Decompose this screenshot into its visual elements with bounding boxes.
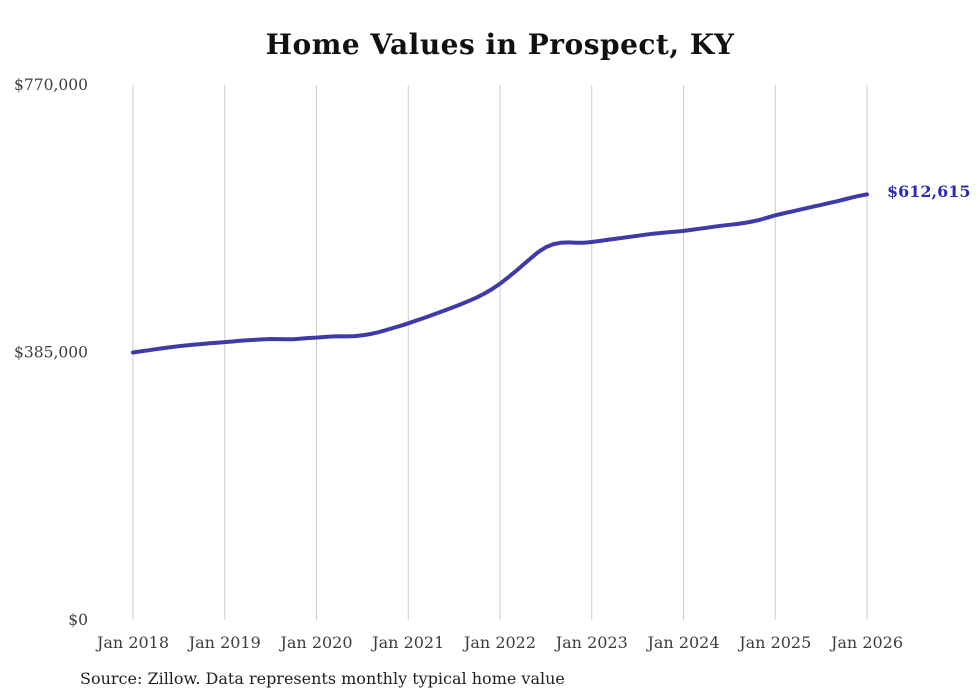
end-value-label: $612,615 (887, 182, 971, 202)
value-line (131, 192, 869, 355)
x-tick-label: Jan 2021 (370, 633, 444, 652)
x-tick-label: Jan 2018 (95, 633, 169, 652)
x-tick-label: Jan 2020 (278, 633, 352, 652)
x-tick-label: Jan 2025 (737, 633, 811, 652)
x-tick-label: Jan 2024 (645, 633, 719, 652)
x-tick-label: Jan 2023 (554, 633, 628, 652)
y-tick-label: $770,000 (14, 76, 88, 94)
x-tick-label: Jan 2026 (829, 633, 903, 652)
y-tick-label: $0 (68, 611, 88, 629)
x-tick-label: Jan 2022 (462, 633, 536, 652)
chart-title: Home Values in Prospect, KY (265, 28, 735, 61)
x-tick-label: Jan 2019 (187, 633, 261, 652)
source-note: Source: Zillow. Data represents monthly … (80, 669, 565, 688)
y-tick-label: $385,000 (14, 344, 88, 362)
